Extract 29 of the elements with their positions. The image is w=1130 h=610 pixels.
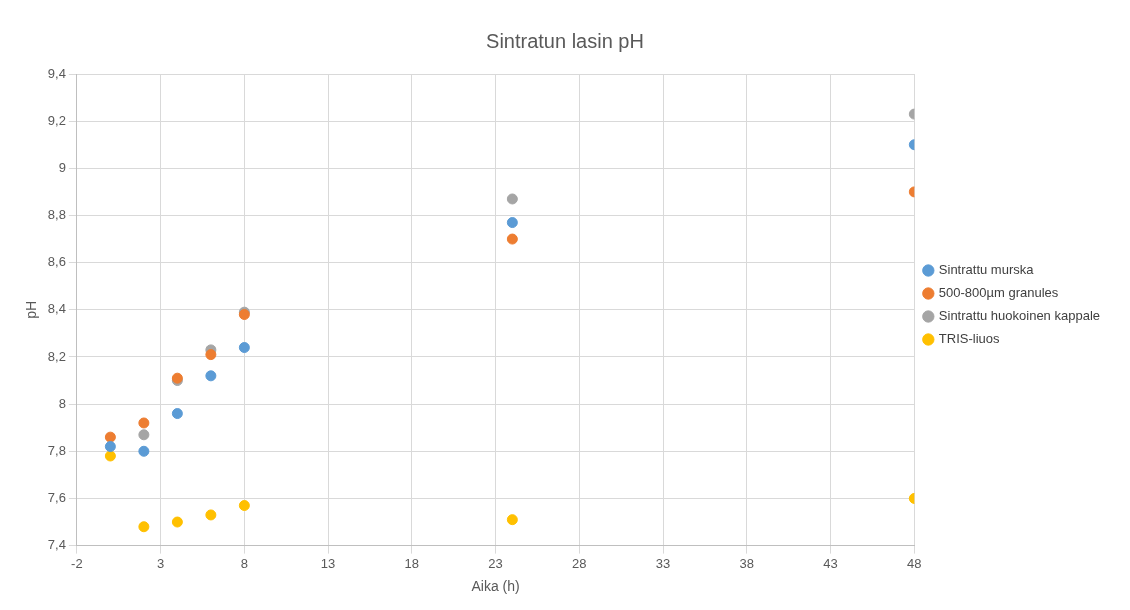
y-tick-label: 7,8 [47,442,66,458]
y-tick-label: 8,6 [47,254,66,270]
y-tick-label: 9,2 [47,112,66,128]
x-tick-label: 18 [404,555,420,571]
x-axis-title: Aika (h) [471,578,520,595]
legend-label: TRIS-liuos [938,331,1000,347]
x-tick-label: 33 [655,555,671,571]
x-tick-label: 13 [320,555,336,571]
x-tick-label: 3 [157,555,165,571]
x-tick-label: 38 [739,555,755,571]
y-tick-label: 9 [58,159,66,175]
legend-label: 500-800µm granules [938,285,1059,301]
y-tick-label: 8,8 [47,207,66,223]
x-tick-label: 28 [572,555,587,571]
y-tick-label: 8,4 [47,301,66,317]
y-tick-label: 9,4 [47,65,66,81]
legend-label: Sintrattu huokoinen kappale [938,308,1101,324]
x-tick-label: 48 [907,555,922,571]
y-tick-label: 8,2 [47,348,66,364]
x-tick-label: 43 [823,555,838,571]
y-tick-label: 7,4 [47,537,66,553]
x-tick-label: -2 [71,555,83,571]
y-axis-title: pH [23,300,40,319]
chart-title: Sintratun lasin pH [486,29,644,52]
x-tick-label: 8 [240,555,248,571]
x-tick-label: 23 [488,555,503,571]
y-tick-label: 8 [58,395,66,411]
y-tick-label: 7,6 [47,490,66,506]
legend-label: Sintrattu murska [938,262,1035,278]
